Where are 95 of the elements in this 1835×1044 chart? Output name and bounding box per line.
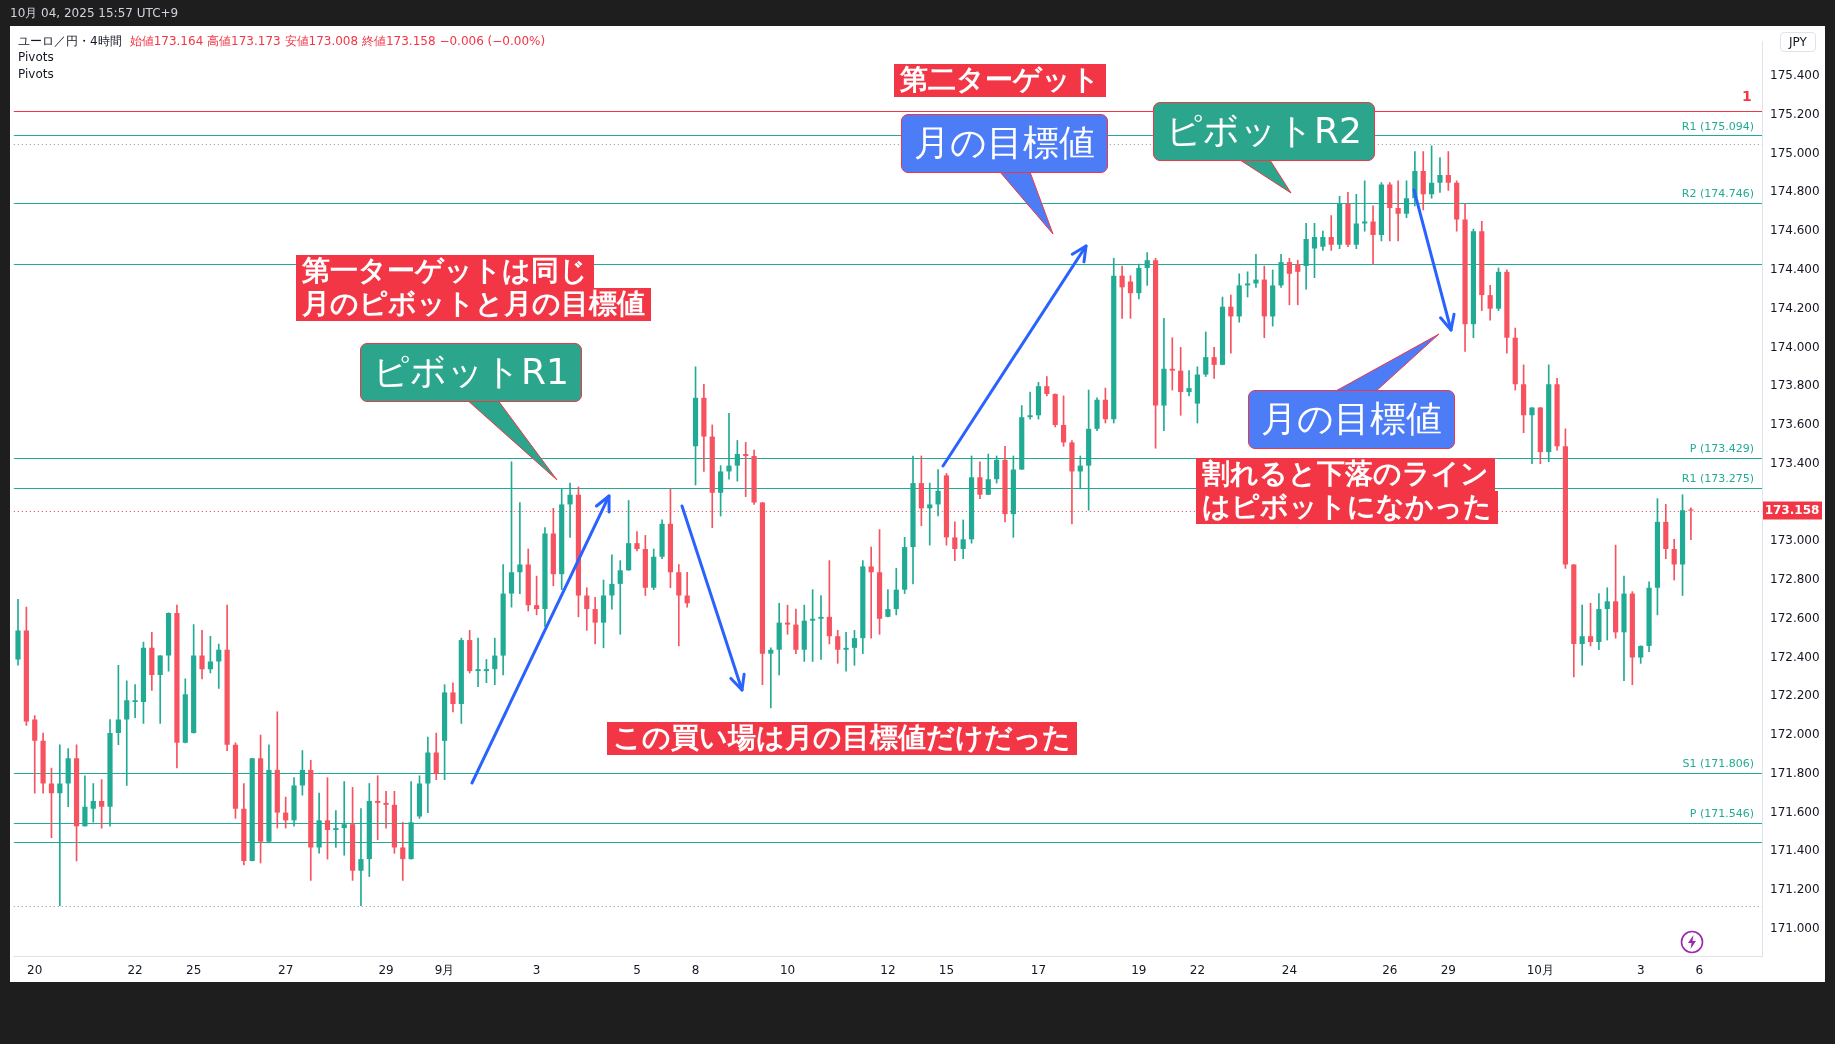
- chart-title: ユーロ／円・4時間: [18, 34, 122, 48]
- ref-line-label: S1 (171.806): [1682, 757, 1754, 771]
- x-tick-label: 29: [1440, 963, 1456, 978]
- chart-subtitle: 始値173.164 高値173.173 安値173.008 終値173.158 −0.006 (−0.00%): [129, 34, 546, 48]
- annotation: 月のピボットと月の目標値: [296, 287, 651, 321]
- annotation: 第二ターゲット: [894, 63, 1106, 97]
- y-tick-label: 174.800: [1770, 184, 1820, 199]
- candlestick: [1370, 205, 1376, 265]
- annotation: はピボットになかった: [1196, 490, 1498, 524]
- annotation: Pivots: [18, 50, 54, 64]
- x-tick-label: 17: [1030, 963, 1047, 978]
- y-tick-label: 174.200: [1770, 300, 1820, 315]
- x-tick-label: 3: [1636, 963, 1645, 978]
- ref-line-label: R1 (173.275): [1681, 472, 1754, 486]
- annotation: ピボットR1: [360, 343, 582, 402]
- candlestick: [1228, 294, 1234, 354]
- x-tick-label: 29: [378, 963, 394, 978]
- y-tick-label: 171.400: [1770, 843, 1820, 858]
- annotation: 割れると下落のライン: [1196, 457, 1495, 491]
- candlestick: [1688, 507, 1694, 541]
- x-tick-label: 25: [186, 963, 202, 978]
- y-tick-label: 172.200: [1770, 688, 1820, 703]
- candlestick: [1328, 215, 1334, 251]
- y-tick-label: 175.400: [1770, 68, 1820, 83]
- x-tick-label: 20: [27, 963, 43, 978]
- x-tick-label: 22: [1189, 963, 1206, 978]
- candlestick: [475, 637, 481, 687]
- annotation: 月の目標値: [1248, 390, 1455, 449]
- x-tick-label: 8: [691, 963, 700, 978]
- candlestick: [1395, 180, 1401, 242]
- candlestick: [868, 546, 874, 639]
- annotation: Pivots: [18, 67, 54, 81]
- candlestick: [1579, 604, 1585, 666]
- x-tick-label: 15: [938, 963, 955, 978]
- y-tick-label: 171.600: [1770, 804, 1820, 819]
- y-axis-title: JPY: [1780, 32, 1816, 52]
- y-tick-label: 174.600: [1770, 223, 1820, 238]
- x-tick-label: 24: [1281, 963, 1298, 978]
- candlestick: [1604, 587, 1610, 641]
- x-tick-label: 12: [880, 963, 896, 978]
- y-tick-label: 171.200: [1770, 882, 1820, 897]
- ref-line-label: P (173.429): [1689, 442, 1754, 456]
- y-tick-label: 175.000: [1770, 145, 1820, 160]
- candlestick: [132, 684, 138, 718]
- y-tick-label: 175.200: [1770, 106, 1820, 121]
- x-tick-label: 26: [1382, 963, 1398, 978]
- y-tick-label: 171.000: [1770, 920, 1820, 935]
- x-tick-label: 19: [1131, 963, 1147, 978]
- x-tick-label: 10月: [1526, 963, 1554, 978]
- annotation: ピボットR2: [1153, 102, 1375, 161]
- annotation: 第一ターゲットは同じ: [296, 254, 594, 288]
- candlestick: [1437, 157, 1443, 193]
- x-tick-label: 22: [127, 963, 143, 978]
- y-tick-label: 173.800: [1770, 378, 1820, 393]
- candlestick: [1211, 347, 1217, 379]
- y-tick-label: 173.400: [1770, 455, 1820, 470]
- y-tick-label: 174.000: [1770, 339, 1820, 354]
- candlestick: [1295, 259, 1301, 306]
- y-tick-label: 173.000: [1770, 533, 1820, 548]
- candlestick: [743, 442, 749, 497]
- candlestick: [400, 821, 406, 881]
- candlestick: [609, 554, 615, 610]
- annotation: この買い場は月の目標値だけだった: [607, 721, 1077, 755]
- x-tick-label: 3: [532, 963, 541, 978]
- candlestick: [375, 775, 381, 841]
- candlestick: [843, 632, 849, 672]
- candlestick: [1186, 370, 1192, 397]
- annotation: 1: [1742, 88, 1752, 104]
- y-tick-label: 172.400: [1770, 649, 1820, 664]
- candlestick: [1027, 391, 1033, 420]
- candlestick: [383, 790, 389, 829]
- candlestick: [517, 502, 523, 594]
- x-tick-label: 9月: [434, 963, 455, 978]
- ref-line-label: R1 (175.094): [1681, 119, 1754, 133]
- y-tick-label: 171.800: [1770, 765, 1820, 780]
- candlestick: [818, 595, 824, 660]
- x-tick-label: 6: [1695, 963, 1704, 978]
- candlestick: [617, 560, 623, 635]
- text: 10月 04, 2025 15:57 UTC+9: [10, 5, 179, 22]
- y-tick-label: 172.000: [1770, 727, 1820, 742]
- candlestick: [768, 647, 774, 709]
- ref-line-label: 173.158: [1764, 502, 1820, 517]
- candlestick: [1169, 337, 1175, 391]
- y-tick-label: 174.400: [1770, 262, 1820, 277]
- y-tick-label: 173.600: [1770, 417, 1820, 432]
- candlestick: [216, 643, 222, 689]
- x-tick-label: 10: [779, 963, 796, 978]
- y-tick-label: 172.600: [1770, 610, 1820, 625]
- candlestick: [1119, 265, 1125, 319]
- annotation: 月の目標値: [901, 114, 1108, 173]
- y-tick-label: 172.800: [1770, 572, 1820, 587]
- x-tick-label: 27: [278, 963, 294, 978]
- ref-line-label: R2 (174.746): [1681, 187, 1754, 201]
- ref-line-label: P (171.546): [1689, 807, 1754, 821]
- x-tick-label: 5: [633, 963, 641, 978]
